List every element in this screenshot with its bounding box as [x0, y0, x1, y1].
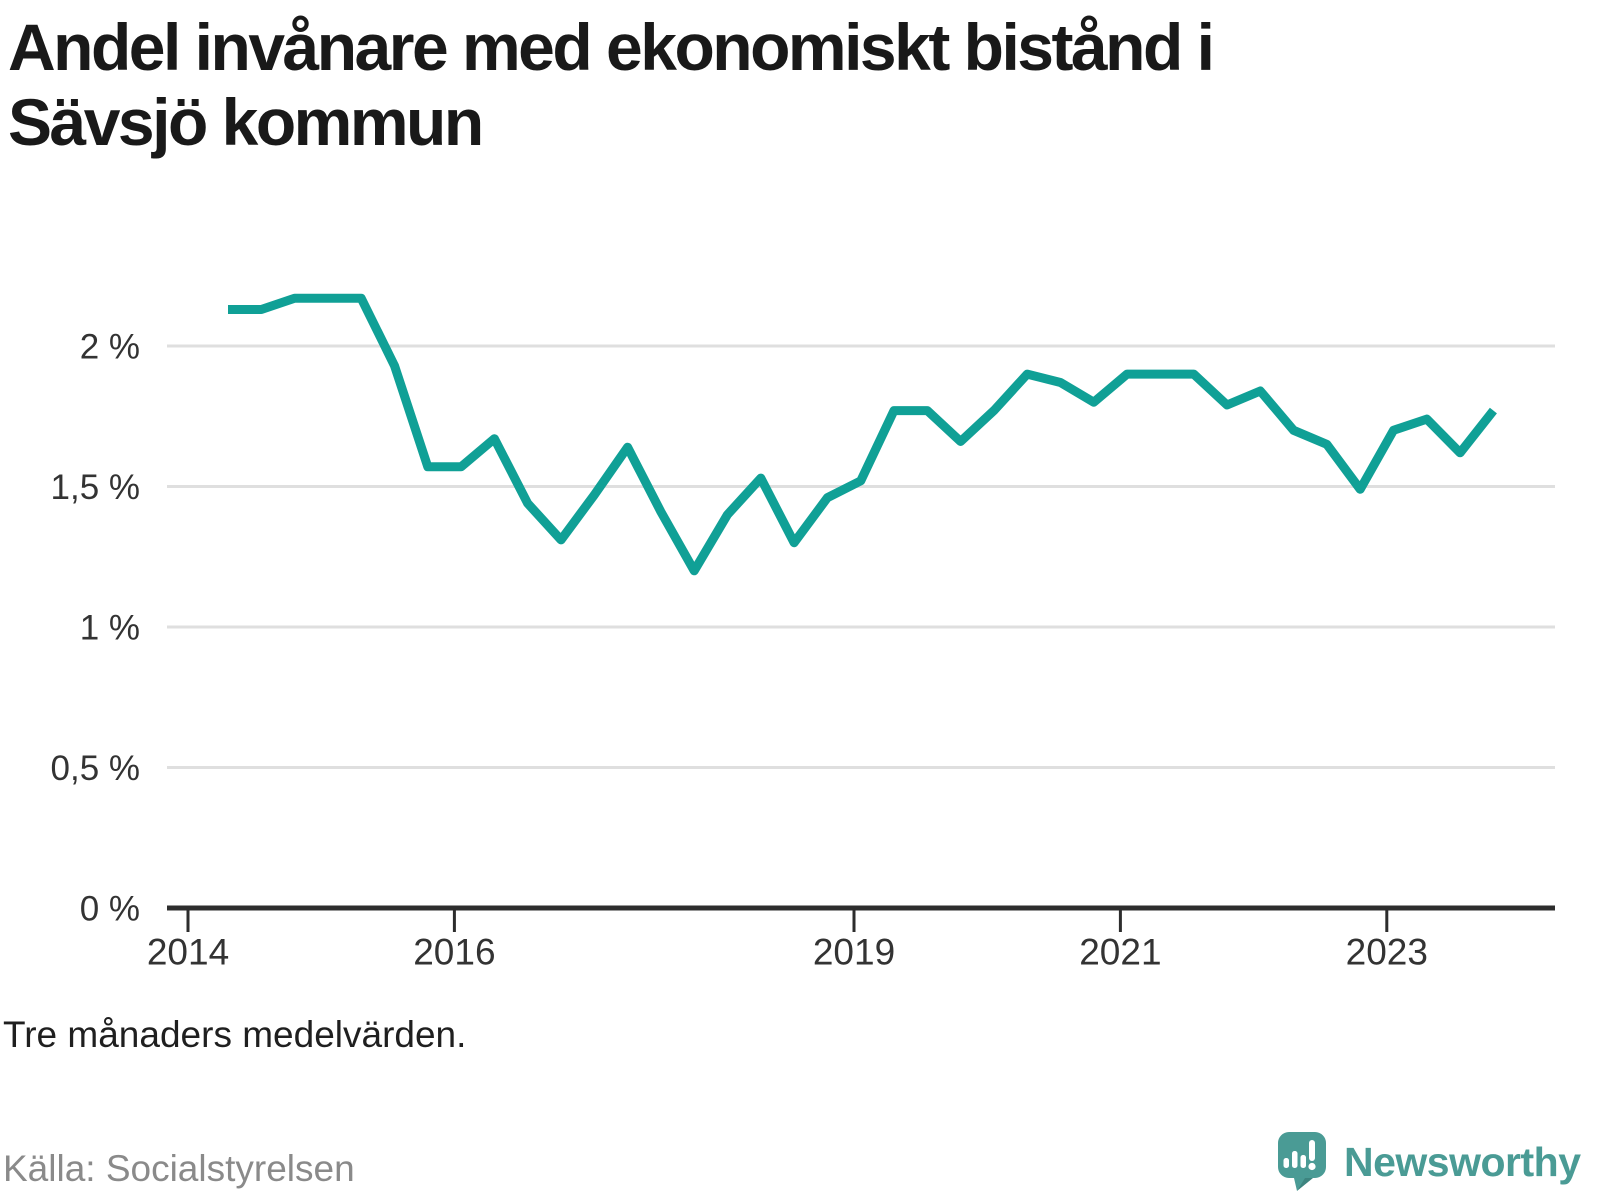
logo-bar-3 [1300, 1155, 1306, 1168]
x-tick-label: 2019 [813, 932, 895, 973]
data-line-series [228, 293, 1497, 576]
logo-exclamation-bar [1309, 1140, 1315, 1161]
logo-bar-2 [1292, 1151, 1298, 1168]
logo-fold [1297, 1178, 1313, 1191]
chart-footnote: Tre månaders medelvärden. [3, 1014, 467, 1055]
x-tick-label: 2021 [1079, 932, 1161, 973]
y-tick-label: 1 % [80, 609, 140, 648]
newsworthy-brand: Newsworthy [1276, 1130, 1581, 1194]
logo-bar-1 [1283, 1158, 1289, 1168]
logo-exclamation-dot [1308, 1162, 1316, 1171]
y-tick-label: 0,5 % [51, 749, 141, 788]
newsworthy-logo-icon [1278, 1132, 1326, 1191]
x-tick-label: 2016 [413, 932, 495, 973]
y-tick-label: 0 % [80, 890, 140, 929]
source-caption: Källa: Socialstyrelsen [3, 1148, 355, 1189]
x-tick-label: 2014 [147, 932, 229, 973]
brand-name: Newsworthy [1344, 1138, 1581, 1185]
y-tick-label: 2 % [80, 328, 140, 367]
y-tick-label: 1,5 % [51, 468, 141, 507]
x-tick-label: 2023 [1346, 932, 1428, 973]
chart-title: Andel invånare med ekonomiskt bistånd i … [8, 10, 1215, 159]
